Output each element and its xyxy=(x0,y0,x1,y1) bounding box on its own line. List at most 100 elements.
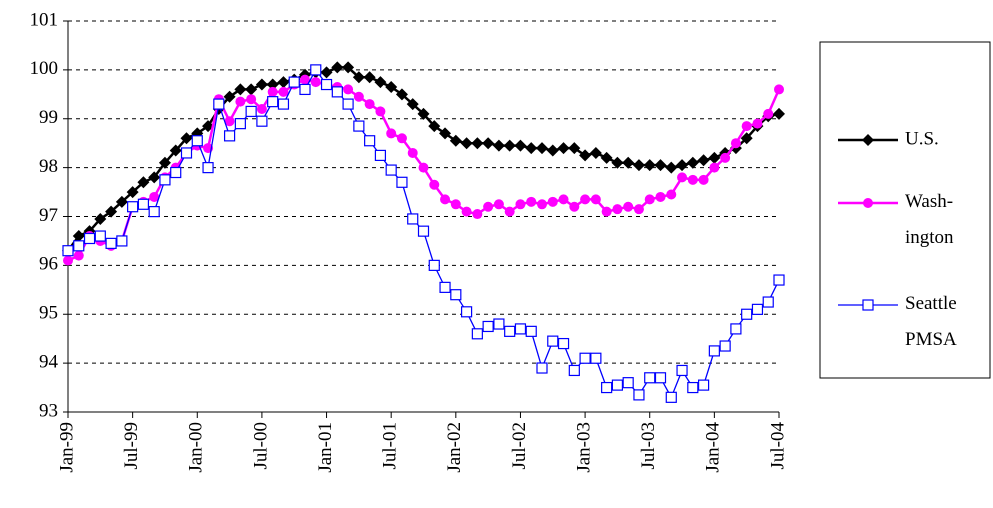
x-tick-label: Jan-04 xyxy=(703,422,724,473)
marker xyxy=(331,86,343,98)
marker xyxy=(492,139,505,152)
marker xyxy=(180,147,193,159)
marker xyxy=(180,132,193,145)
marker xyxy=(158,156,171,169)
marker xyxy=(611,156,624,169)
marker xyxy=(687,381,699,394)
marker xyxy=(105,205,118,218)
marker xyxy=(374,76,387,89)
marker xyxy=(665,161,678,174)
marker xyxy=(440,194,451,205)
marker xyxy=(137,198,150,210)
marker xyxy=(428,259,440,271)
marker xyxy=(460,137,473,150)
x-tick-label: Jan-03 xyxy=(573,422,594,473)
marker xyxy=(482,137,495,150)
y-tick-label: 100 xyxy=(30,58,59,79)
marker xyxy=(633,389,645,401)
marker xyxy=(342,61,355,74)
marker xyxy=(149,191,160,202)
marker xyxy=(601,381,613,394)
marker xyxy=(223,130,236,142)
marker xyxy=(288,76,300,88)
marker xyxy=(310,64,322,76)
x-tick-label: Jul-00 xyxy=(250,422,271,470)
x-tick-label: Jul-04 xyxy=(767,422,788,470)
marker xyxy=(267,86,278,97)
marker xyxy=(352,71,365,84)
marker xyxy=(342,98,354,110)
marker xyxy=(568,142,581,155)
marker xyxy=(256,103,267,114)
legend-label: Seattle PMSA xyxy=(905,293,957,350)
marker xyxy=(450,289,462,301)
marker xyxy=(374,149,387,162)
marker xyxy=(557,142,570,155)
marker xyxy=(375,106,386,117)
marker xyxy=(320,78,333,91)
y-tick-label: 94 xyxy=(39,351,59,372)
marker xyxy=(450,199,461,210)
marker xyxy=(266,78,279,91)
marker xyxy=(246,94,257,105)
marker xyxy=(611,379,624,391)
marker xyxy=(396,176,408,188)
marker xyxy=(127,201,139,213)
marker xyxy=(569,201,580,212)
marker xyxy=(720,152,731,163)
marker xyxy=(546,144,559,157)
marker xyxy=(417,107,430,120)
y-tick-label: 97 xyxy=(39,205,58,226)
marker xyxy=(632,159,645,172)
marker xyxy=(386,128,397,139)
marker xyxy=(665,391,677,403)
x-tick-label: Jul-03 xyxy=(638,422,659,470)
marker xyxy=(579,149,592,162)
marker xyxy=(547,335,559,347)
marker xyxy=(343,84,354,95)
marker xyxy=(310,77,321,88)
marker xyxy=(708,151,721,164)
marker xyxy=(245,105,257,118)
marker xyxy=(148,171,161,184)
marker xyxy=(396,133,407,144)
marker xyxy=(83,232,96,245)
marker xyxy=(299,83,311,96)
marker xyxy=(363,71,376,84)
marker xyxy=(773,107,785,120)
marker xyxy=(719,340,731,352)
marker xyxy=(762,296,774,308)
marker xyxy=(116,235,128,247)
marker xyxy=(126,186,139,199)
marker xyxy=(654,372,667,384)
y-tick-label: 95 xyxy=(39,303,58,324)
marker xyxy=(471,328,483,340)
legend-marker xyxy=(862,299,874,311)
marker xyxy=(256,115,268,127)
marker xyxy=(461,206,472,217)
marker xyxy=(245,83,258,96)
marker xyxy=(622,156,635,169)
marker xyxy=(94,212,107,225)
marker xyxy=(536,362,548,374)
marker xyxy=(503,139,516,152)
legend-label: Wash-ington xyxy=(905,191,954,248)
marker xyxy=(644,372,656,384)
marker xyxy=(73,240,85,252)
marker xyxy=(493,199,504,210)
x-tick-label: Jul-99 xyxy=(121,422,142,470)
marker xyxy=(666,189,677,200)
marker xyxy=(439,127,452,140)
marker xyxy=(709,162,720,173)
marker xyxy=(224,116,235,127)
marker xyxy=(558,194,569,205)
marker xyxy=(115,195,128,208)
marker xyxy=(514,139,527,152)
marker xyxy=(277,98,290,110)
marker xyxy=(677,172,688,183)
marker xyxy=(644,194,655,205)
marker xyxy=(460,306,473,318)
marker xyxy=(353,91,364,102)
marker xyxy=(622,377,634,389)
